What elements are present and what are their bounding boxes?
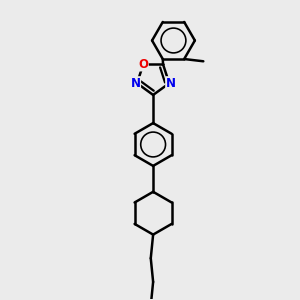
- Text: N: N: [166, 77, 176, 90]
- Text: O: O: [138, 58, 148, 71]
- Text: N: N: [130, 77, 140, 90]
